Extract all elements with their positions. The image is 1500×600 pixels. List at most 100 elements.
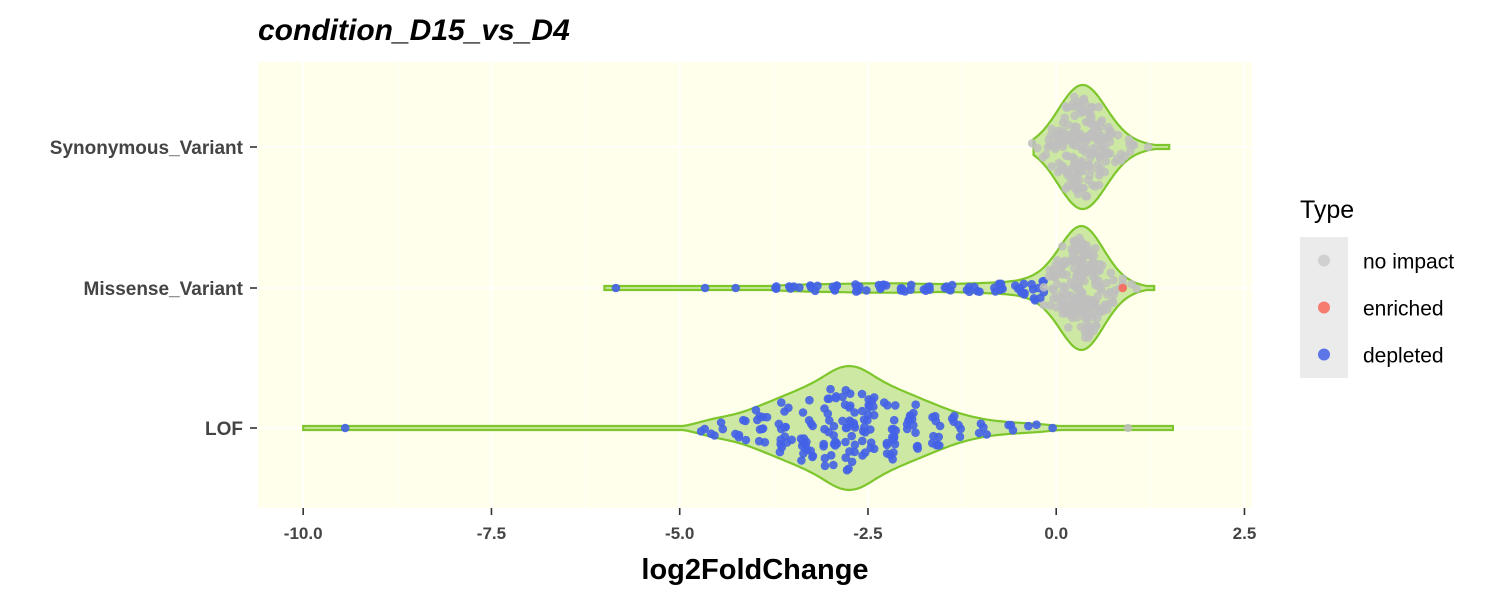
point-lof-depleted [706,429,716,439]
point-missense_variant-no-impact [1064,323,1073,332]
point-missense_variant-no-impact [1052,292,1061,302]
point-missense_variant-no-impact [1088,259,1097,269]
point-missense_variant-depleted [1019,279,1029,289]
point-missense_variant-depleted [1030,296,1040,305]
point-lof-depleted [1048,423,1057,433]
point-lof-depleted [845,447,854,456]
point-lof-depleted [718,424,728,434]
point-lof-depleted [776,424,786,434]
point-missense_variant-no-impact [1039,283,1049,292]
point-lof-depleted [820,404,829,413]
point-lof-depleted [820,424,829,434]
point-missense_variant-depleted [731,283,740,293]
y-axis: Synonymous_Variant Missense_Variant LOF [50,138,257,440]
x-axis-label: log2FoldChange [641,554,868,586]
x-tick-label: -10.0 [284,524,323,543]
point-lof-depleted [805,395,814,405]
point-lof-depleted [841,386,851,395]
point-lof-depleted [843,423,852,432]
point-synonymous_variant-no-impact [1090,148,1099,157]
point-lof-depleted [932,440,942,449]
point-lof-depleted [857,389,867,399]
legend-key-enriched [1318,301,1330,314]
point-missense_variant-no-impact [1091,321,1101,330]
point-synonymous_variant-no-impact [1047,124,1057,134]
point-missense_variant-no-impact [1079,251,1089,261]
point-lof-depleted [734,430,744,440]
point-lof-depleted [776,439,785,449]
point-lof-depleted [700,424,709,434]
point-lof-depleted [754,436,764,446]
point-lof-depleted [911,400,920,410]
point-synonymous_variant-no-impact [1099,134,1108,144]
point-synonymous_variant-no-impact [1061,102,1070,111]
point-synonymous_variant-no-impact [1070,92,1079,102]
point-lof-depleted [979,423,988,432]
y-tick-label: Synonymous_Variant [50,138,244,159]
point-lof-depleted [847,457,857,467]
point-missense_variant-depleted [1020,288,1029,298]
point-lof-depleted [891,401,900,410]
point-synonymous_variant-no-impact [1075,175,1084,185]
y-tick-label: Missense_Variant [84,279,244,300]
point-lof-depleted [797,441,807,451]
point-missense_variant-no-impact [1106,268,1115,278]
point-missense_variant-depleted [906,280,916,290]
point-missense_variant-no-impact [1080,276,1089,286]
point-lof-depleted [820,461,830,471]
legend-key-no-impact [1318,254,1330,267]
point-synonymous_variant-no-impact [1061,184,1070,193]
x-tick-label: -5.0 [665,524,694,543]
point-lof-depleted [956,424,965,434]
point-lof-no-impact [1123,423,1133,433]
point-missense_variant-no-impact [1087,266,1097,275]
point-synonymous_variant-no-impact [1113,130,1123,140]
point-lof-depleted [797,456,806,465]
chart-title: condition_D15_vs_D4 [258,14,570,47]
point-lof-depleted [841,437,850,447]
point-synonymous_variant-no-impact [1068,99,1078,108]
point-missense_variant-no-impact [1094,276,1103,286]
point-lof-depleted [850,440,860,450]
point-lof-depleted [907,415,917,424]
point-synonymous_variant-no-impact [1050,144,1060,154]
point-lof-depleted [882,438,892,448]
point-lof-depleted [869,402,878,411]
point-lof-depleted [1006,420,1016,430]
point-synonymous_variant-no-impact [1047,162,1056,171]
point-lof-depleted [741,435,751,445]
point-lof-depleted [838,392,847,402]
point-lof-depleted [847,431,856,441]
point-missense_variant-no-impact [1049,285,1058,295]
data-points [340,92,1153,475]
point-synonymous_variant-no-impact [1076,108,1085,118]
point-missense_variant-depleted [990,283,999,293]
point-lof-depleted [890,439,900,449]
point-missense_variant-no-impact [1058,242,1067,251]
point-synonymous_variant-no-impact [1027,139,1037,148]
point-lof-depleted [826,384,835,394]
point-missense_variant-no-impact [1102,290,1112,299]
point-lof-depleted [829,421,839,431]
point-synonymous_variant-no-impact [1113,154,1122,163]
point-missense_variant-depleted [806,281,815,290]
point-missense_variant-depleted [862,286,871,295]
point-lof-depleted [841,453,850,463]
point-missense_variant-depleted [1013,284,1023,294]
point-lof-depleted [1032,420,1041,430]
x-tick-label: -2.5 [853,524,882,543]
point-synonymous_variant-no-impact [1081,192,1091,201]
point-lof-depleted [850,423,860,432]
point-missense_variant-no-impact [1076,265,1085,274]
point-missense_variant-no-impact [1066,291,1076,300]
point-missense_variant-no-impact [1081,313,1090,323]
point-synonymous_variant-no-impact [1077,158,1087,168]
point-missense_variant-no-impact [1098,306,1108,316]
point-missense_variant-no-impact [1057,262,1066,272]
point-lof-depleted [889,415,899,425]
point-lof-depleted [819,439,828,449]
point-synonymous_variant-no-impact [1129,140,1139,150]
point-missense_variant-no-impact [1061,283,1070,292]
point-missense_variant-depleted [964,282,974,292]
point-synonymous_variant-no-impact [1063,120,1073,129]
